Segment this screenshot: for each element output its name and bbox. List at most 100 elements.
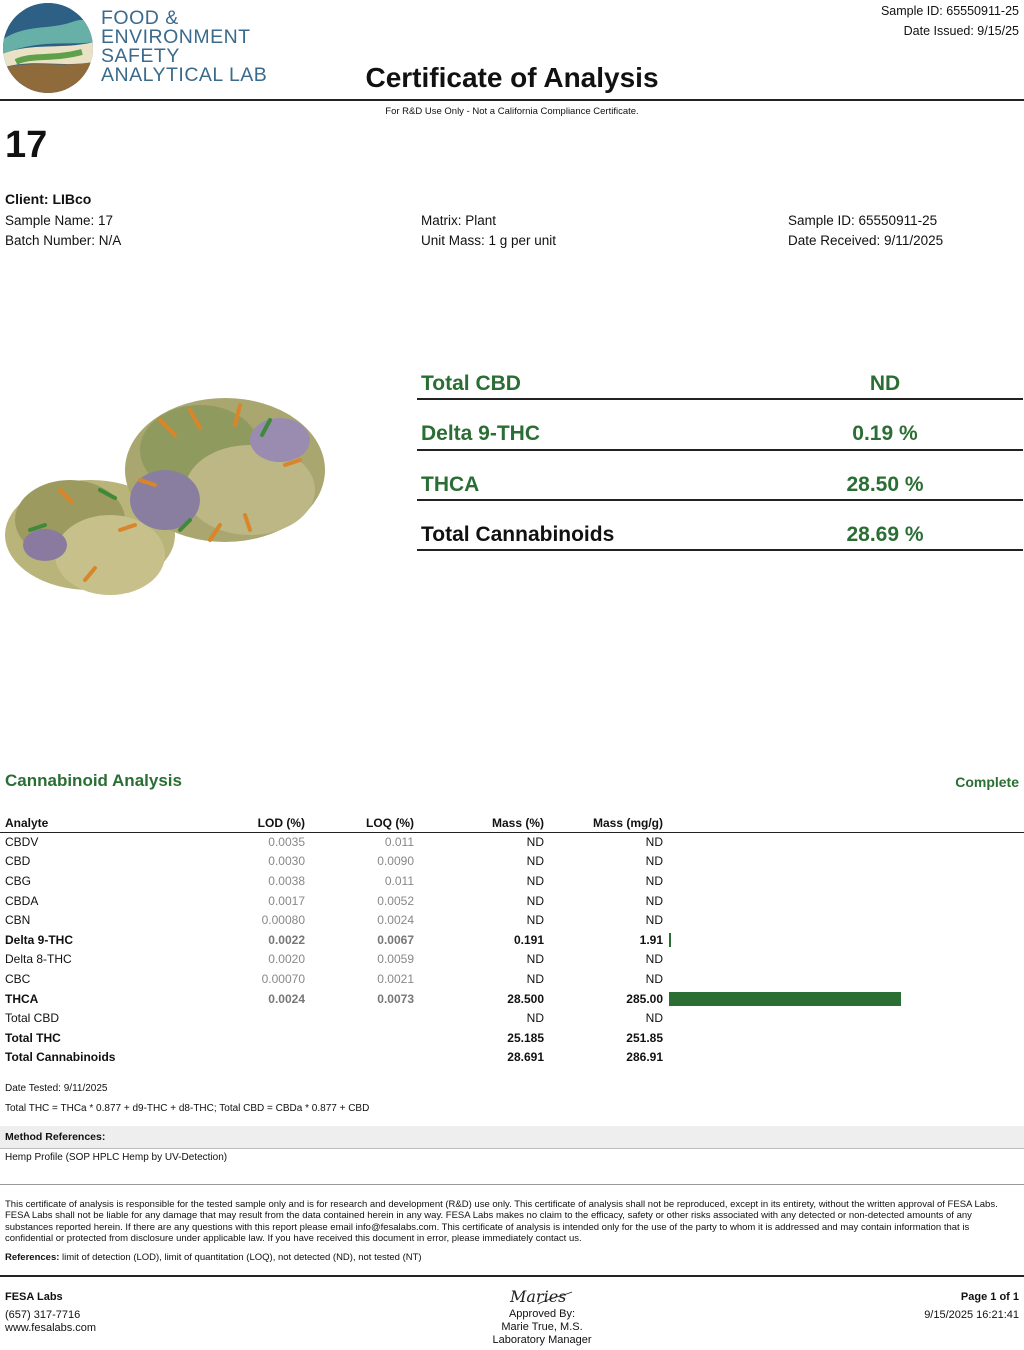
method-references-title: Method References: (5, 1131, 106, 1143)
table-row: THCA 0.0024 0.0073 28.500 285.00 (0, 989, 1024, 1009)
bar-cell (663, 891, 1024, 911)
table-row: CBDA 0.0017 0.0052 ND ND (0, 891, 1024, 911)
method-end-divider (0, 1184, 1024, 1185)
table-row: Total Cannabinoids 28.691 286.91 (0, 1048, 1024, 1068)
rd-use-note: For R&D Use Only - Not a California Comp… (385, 106, 639, 117)
table-row: Total THC 25.185 251.85 (0, 1028, 1024, 1048)
lod-cell: 0.0024 (268, 991, 305, 1006)
sample-number: 17 (5, 124, 48, 166)
disclaimer-text: This certificate of analysis is responsi… (5, 1199, 998, 1244)
references-line: References: limit of detection (LOD), li… (5, 1252, 422, 1263)
bar-cell (663, 832, 1024, 852)
method-divider (0, 1148, 1024, 1149)
lab-name: FOOD & ENVIRONMENT SAFETY ANALYTICAL LAB (101, 7, 268, 86)
loq-cell: 0.0090 (377, 854, 414, 869)
lod-cell: 0.00070 (261, 971, 305, 986)
mass-mg-cell: 251.85 (626, 1030, 663, 1045)
mass-mg-cell: ND (645, 1011, 663, 1026)
summary-divider (417, 499, 1023, 501)
header-sample-id: Sample ID: 65550911-25 (880, 4, 1019, 18)
analyte-cell: CBN (5, 913, 31, 928)
summary-label-thca: THCA (421, 473, 480, 496)
client-name: Client: LIBco (5, 191, 92, 207)
lod-cell (180, 1008, 305, 1028)
column-header-bar (663, 814, 1024, 833)
analyte-cell: CBD (5, 854, 31, 869)
summary-label-delta9-thc: Delta 9-THC (421, 422, 541, 445)
loq-cell: 0.0067 (377, 932, 414, 947)
table-row: CBD 0.0030 0.0090 ND ND (0, 852, 1024, 872)
footer-divider (0, 1275, 1024, 1277)
cannabis-flower-photo-icon (5, 398, 325, 595)
mass-mg-cell: 285.00 (626, 991, 663, 1006)
mass-mg-cell: 286.91 (626, 1050, 663, 1065)
summary-divider (417, 398, 1023, 400)
approver-signature: Maries (509, 1287, 573, 1306)
analyte-cell: Total CBD (5, 1011, 60, 1026)
mass-mg-cell: 1.91 (639, 932, 663, 947)
approved-by-label: Approved By: (508, 1308, 576, 1320)
summary-divider (417, 549, 1023, 551)
analyte-cell: Delta 9-THC (5, 932, 74, 947)
column-header-mass-mg: Mass (mg/g) (544, 814, 663, 833)
unit-mass: Unit Mass: 1 g per unit (421, 233, 557, 248)
lod-cell (180, 1028, 305, 1048)
bar-cell (663, 950, 1024, 970)
analyte-cell: CBG (5, 873, 32, 888)
lod-cell: 0.0017 (268, 893, 305, 908)
table-row: Delta 8-THC 0.0020 0.0059 ND ND (0, 950, 1024, 970)
bar-cell (663, 1008, 1024, 1028)
sample-id: Sample ID: 65550911-25 (788, 213, 938, 228)
mass-pct-cell: ND (526, 971, 544, 986)
analyte-cell: CBC (5, 971, 31, 986)
mass-pct-cell: ND (526, 1011, 544, 1026)
analysis-status: Complete (955, 774, 1019, 790)
analyte-cell: Total Cannabinoids (5, 1050, 116, 1065)
mass-mg-cell: ND (645, 952, 663, 967)
summary-value-total-cbd: ND (869, 372, 901, 395)
table-row: CBDV 0.0035 0.011 ND ND (0, 832, 1024, 852)
mass-mg-cell: ND (645, 971, 663, 986)
mass-pct-cell: 28.691 (507, 1050, 544, 1065)
lod-cell (180, 1048, 305, 1068)
mass-pct-cell: 0.191 (513, 932, 544, 947)
lod-cell: 0.0038 (268, 873, 305, 888)
footer-company: FESA Labs (5, 1291, 63, 1303)
summary-value-delta9-thc: 0.19 % (852, 422, 918, 445)
cannabinoid-table: Analyte LOD (%) LOQ (%) Mass (%) Mass (m… (0, 814, 1024, 1067)
bar-cell (663, 969, 1024, 989)
date-received: Date Received: 9/11/2025 (788, 233, 944, 248)
header-date-issued: Date Issued: 9/15/25 (903, 24, 1019, 38)
bar-cell (663, 930, 1024, 950)
table-row: Delta 9-THC 0.0022 0.0067 0.191 1.91 (0, 930, 1024, 950)
approval-block: Approved By: Marie True, M.S. Laboratory… (412, 1308, 672, 1347)
header-divider (0, 99, 1024, 101)
column-header-loq: LOQ (%) (305, 814, 414, 833)
summary-value-thca: 28.50 % (846, 473, 924, 496)
loq-cell: 0.0024 (377, 913, 414, 928)
page-info: Page 1 of 1 9/15/2025 16:21:41 (924, 1291, 1019, 1322)
method-references-body: Hemp Profile (SOP HPLC Hemp by UV-Detect… (5, 1152, 228, 1163)
loq-cell: 0.0073 (377, 991, 414, 1006)
svg-text:Maries: Maries (509, 1287, 566, 1306)
table-header-row: Analyte LOD (%) LOQ (%) Mass (%) Mass (m… (0, 814, 1024, 833)
mass-pct-cell: ND (526, 835, 544, 850)
analyte-cell: Delta 8-THC (5, 952, 72, 967)
loq-cell: 0.011 (384, 835, 414, 850)
bar-cell (663, 989, 1024, 1009)
column-header-lod: LOD (%) (180, 814, 305, 833)
summary-label-total-cbd: Total CBD (421, 372, 521, 395)
mass-pct-cell: ND (526, 952, 544, 967)
section-title-cannabinoid-analysis: Cannabinoid Analysis (5, 771, 182, 790)
table-row: CBG 0.0038 0.011 ND ND (0, 871, 1024, 891)
total-formula: Total THC = THCa * 0.877 + d9-THC + d8-T… (5, 1103, 370, 1114)
lod-cell: 0.0035 (268, 835, 305, 850)
bar-cell (663, 852, 1024, 872)
mass-mg-cell: ND (645, 913, 663, 928)
analyte-cell: CBDA (5, 893, 39, 908)
mass-mg-cell: ND (645, 835, 663, 850)
lod-cell: 0.0020 (268, 952, 305, 967)
mass-pct-cell: ND (526, 854, 544, 869)
loq-cell: 0.0021 (377, 971, 414, 986)
mass-bar (669, 932, 671, 947)
